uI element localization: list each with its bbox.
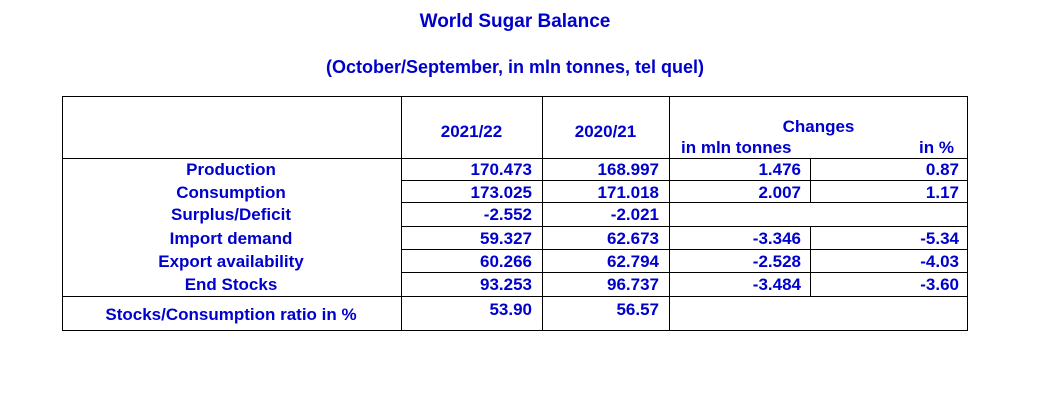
col-divider-changes — [810, 226, 811, 296]
row-label-consumption: Consumption — [176, 183, 286, 202]
cell-endstocks-2122: 93.253 — [480, 275, 532, 294]
cell-import-pct: -5.34 — [920, 229, 959, 248]
cell-surplus-2122: -2.552 — [483, 205, 532, 224]
cell-ratio-2021: 56.57 — [616, 300, 659, 319]
row-divider — [401, 226, 968, 227]
table-border-bottom — [62, 330, 968, 331]
cell-surplus-2021: -2.021 — [610, 205, 659, 224]
cell-production-2021: 168.997 — [597, 160, 659, 179]
table-border-top — [62, 96, 968, 97]
col-divider-label — [401, 96, 402, 331]
row-label-export-availability: Export availability — [158, 252, 304, 271]
header-changes-abs: in mln tonnes — [681, 138, 792, 157]
row-divider — [401, 272, 968, 273]
page-subtitle: (October/September, in mln tonnes, tel q… — [325, 57, 705, 77]
col-divider-2021 — [669, 96, 670, 331]
row-label-surplus-deficit: Surplus/Deficit — [171, 205, 291, 224]
row-label-stocks-consumption-ratio: Stocks/Consumption ratio in % — [105, 305, 357, 324]
cell-consumption-pct: 1.17 — [925, 183, 959, 202]
cell-import-2021: 62.673 — [607, 229, 659, 248]
cell-import-2122: 59.327 — [480, 229, 532, 248]
cell-export-2122: 60.266 — [480, 252, 532, 271]
cell-endstocks-2021: 96.737 — [607, 275, 659, 294]
cell-ratio-2122: 53.90 — [489, 300, 532, 319]
cell-export-2021: 62.794 — [607, 252, 659, 271]
page-title: World Sugar Balance — [419, 11, 611, 32]
header-changes: Changes — [782, 117, 855, 136]
cell-export-chg: -2.528 — [752, 252, 801, 271]
header-2020-21: 2020/21 — [574, 122, 637, 141]
table-border-right — [967, 96, 968, 331]
cell-production-pct: 0.87 — [925, 160, 959, 179]
cell-endstocks-chg: -3.484 — [752, 275, 801, 294]
cell-consumption-2122: 173.025 — [470, 183, 532, 202]
cell-endstocks-pct: -3.60 — [920, 275, 959, 294]
sugar-balance-table: 2021/22 2020/21 Changes in mln tonnes in… — [62, 96, 968, 331]
row-label-import-demand: Import demand — [169, 229, 293, 248]
row-divider — [401, 180, 968, 181]
header-changes-pct: in % — [919, 138, 954, 157]
cell-import-chg: -3.346 — [752, 229, 801, 248]
row-divider — [62, 158, 968, 159]
row-divider — [401, 202, 968, 203]
cell-consumption-2021: 171.018 — [597, 183, 659, 202]
row-divider — [401, 249, 968, 250]
cell-consumption-chg: 2.007 — [758, 183, 801, 202]
row-divider — [62, 296, 968, 297]
row-label-production: Production — [186, 160, 276, 179]
cell-production-2122: 170.473 — [470, 160, 532, 179]
col-divider-2122 — [542, 96, 543, 331]
cell-production-chg: 1.476 — [758, 160, 801, 179]
header-2021-22: 2021/22 — [440, 122, 503, 141]
row-label-end-stocks: End Stocks — [184, 275, 278, 294]
table-border-left — [62, 96, 63, 331]
cell-export-pct: -4.03 — [920, 252, 959, 271]
